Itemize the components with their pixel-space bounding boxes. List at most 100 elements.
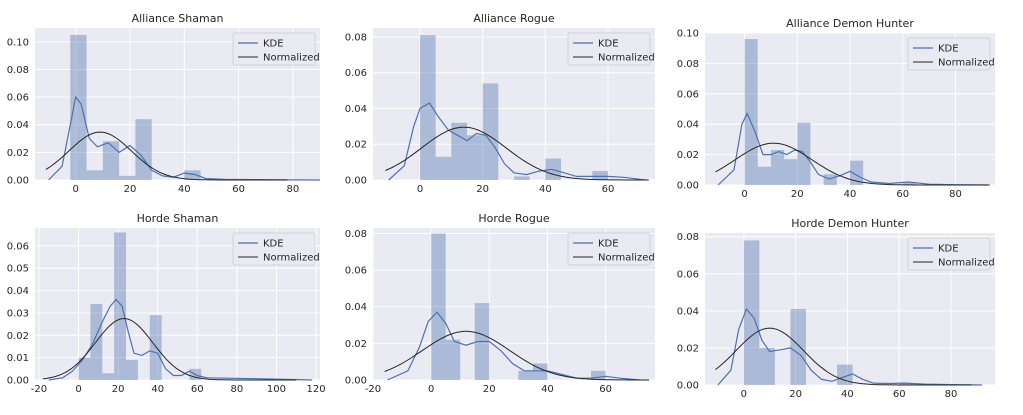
chart-3-y-tick-0: 0.00 [677, 181, 699, 192]
chart-3-x-tick-1: 20 [791, 189, 804, 200]
chart-6-y-tick-2: 0.04 [677, 306, 699, 317]
chart-5-x-tick-1: 0 [428, 384, 434, 395]
chart-4-normal-line [42, 318, 297, 381]
chart-6-normal-line [715, 327, 972, 386]
chart-1-legend-normal-label: Normalized [263, 53, 320, 64]
chart-5-y-tick-1: 0.02 [345, 339, 367, 350]
chart-6-x-tick-3: 60 [893, 389, 906, 400]
chart-6-y-tick-1: 0.02 [677, 343, 699, 354]
chart-1-x-tick-0: 0 [73, 184, 79, 195]
chart-5-normal-line [384, 330, 650, 381]
chart-6-x-tick-4: 80 [945, 389, 958, 400]
chart-6-bar-0 [743, 240, 760, 385]
chart-5-x-tick-0: -20 [365, 384, 381, 395]
chart-4-y-tick-1: 0.01 [7, 353, 29, 364]
chart-3-normal-line [715, 142, 990, 186]
chart-4-x-tick-2: 20 [112, 384, 125, 395]
chart-5-bar-0 [431, 233, 446, 380]
chart-5-y-tick-2: 0.04 [345, 302, 367, 313]
chart-3-bar-2 [770, 150, 785, 185]
chart-2-bar-2 [451, 122, 467, 180]
chart-1-bar-4 [135, 119, 152, 180]
chart-3-x-tick-3: 60 [896, 189, 909, 200]
chart-5-y-tick-3: 0.06 [345, 266, 367, 277]
chart-3-bar-5 [823, 174, 837, 185]
chart-4-bar-5 [149, 315, 162, 380]
chart-5-bar-1 [445, 339, 461, 380]
chart-3-x-tick-4: 80 [949, 189, 962, 200]
chart-1-y-tick-2: 0.04 [7, 120, 29, 131]
chart-4-x-tick-3: 40 [151, 384, 164, 395]
chart-3-y-tick-4: 0.08 [677, 59, 699, 70]
chart-2-y-tick-2: 0.04 [345, 104, 367, 115]
chart-4-kde-line [48, 298, 313, 381]
chart-5: -20 0 20 40 60 0.00 0.02 0.04 0.06 0.08 Horde Rogu… [345, 212, 655, 395]
chart-5-bar-3 [518, 370, 533, 380]
chart-6-legend-kde-label: KDE [938, 244, 959, 255]
chart-6-bar-4 [899, 383, 915, 385]
chart-4-title: Horde Shaman [137, 212, 219, 225]
chart-3-legend-kde-label: KDE [938, 44, 959, 55]
chart-5-legend-kde-label: KDE [598, 239, 619, 250]
chart-3-title: Alliance Demon Hunter [786, 17, 914, 30]
chart-4-y-tick-6: 0.06 [7, 241, 29, 252]
chart-3-y-tick-1: 0.02 [677, 150, 699, 161]
chart-6-kde-line [717, 307, 983, 386]
chart-2-bar-5 [514, 176, 530, 180]
chart-4-y-tick-2: 0.02 [7, 331, 29, 342]
chart-5-legend-normal-label: Normalized [598, 253, 655, 264]
chart-4-x-tick-1: 0 [75, 384, 81, 395]
chart-3-bar-6 [850, 160, 864, 185]
chart-6-bar-1 [759, 347, 775, 385]
chart-6-y-tick-0: 0.00 [677, 381, 699, 392]
chart-3-bar-3 [784, 159, 798, 185]
chart-6-bar-3 [837, 364, 853, 385]
chart-6-bar-2 [790, 309, 806, 385]
chart-4-x-tick-5: 80 [231, 384, 244, 395]
chart-2-x-tick-1: 20 [476, 184, 489, 195]
chart-5-y-tick-0: 0.00 [345, 376, 367, 387]
chart-4-bar-0 [78, 357, 91, 380]
chart-1-x-tick-3: 60 [232, 184, 245, 195]
chart-2-legend-normal-label: Normalized [598, 53, 655, 64]
chart-1-x-tick-1: 20 [124, 184, 137, 195]
chart-6-title: Horde Demon Hunter [791, 217, 909, 230]
chart-1-bar-3 [119, 175, 136, 180]
chart-6-y-tick-4: 0.08 [677, 232, 699, 243]
chart-1-y-tick-3: 0.06 [7, 93, 29, 104]
chart-5-bar-4 [532, 363, 548, 380]
chart-3-y-tick-3: 0.06 [677, 89, 699, 100]
chart-1-bar-2 [102, 141, 120, 180]
chart-1-y-tick-4: 0.08 [7, 65, 29, 76]
chart-4-x-tick-0: -20 [31, 384, 47, 395]
chart-2-y-tick-4: 0.08 [345, 32, 367, 43]
chart-4-x-tick-4: 60 [191, 384, 204, 395]
chart-3-legend-normal-label: Normalized [938, 58, 995, 69]
chart-5-x-tick-2: 20 [483, 384, 496, 395]
chart-1: 0 20 40 60 80 0.00 0.02 0.04 0.06 0.08 0.10 Allianc… [7, 12, 321, 195]
chart-4-y-tick-5: 0.05 [7, 264, 29, 275]
chart-2-y-tick-0: 0.00 [345, 176, 367, 187]
chart-2-x-tick-2: 40 [539, 184, 552, 195]
chart-5-bar-5 [591, 370, 606, 380]
chart-2-kde-line [388, 102, 646, 181]
chart-5-title: Horde Rogue [478, 212, 549, 225]
chart-4-x-tick-6: 100 [267, 384, 286, 395]
chart-4-y-tick-4: 0.04 [7, 286, 29, 297]
chart-5-y-tick-4: 0.08 [345, 229, 367, 240]
chart-1-legend-kde-label: KDE [263, 39, 284, 50]
chart-3-kde-line [717, 112, 988, 186]
chart-1-bar-0 [70, 34, 87, 181]
chart-2-bar-3 [467, 135, 483, 180]
chart-2-bar-4 [482, 83, 499, 180]
chart-4-bar-4 [126, 359, 138, 380]
chart-4-legend-kde-label: KDE [263, 239, 284, 250]
chart-6: 0 20 40 60 80 0.00 0.02 0.04 0.06 0.08 Horde Demon… [677, 217, 995, 400]
chart-1-y-tick-5: 0.10 [7, 37, 29, 48]
chart-1-kde-line [48, 95, 321, 181]
chart-1-y-tick-1: 0.02 [7, 148, 29, 159]
chart-1-bar-1 [86, 170, 103, 180]
chart-2-bar-7 [592, 171, 608, 180]
chart-1-x-tick-4: 80 [286, 184, 299, 195]
